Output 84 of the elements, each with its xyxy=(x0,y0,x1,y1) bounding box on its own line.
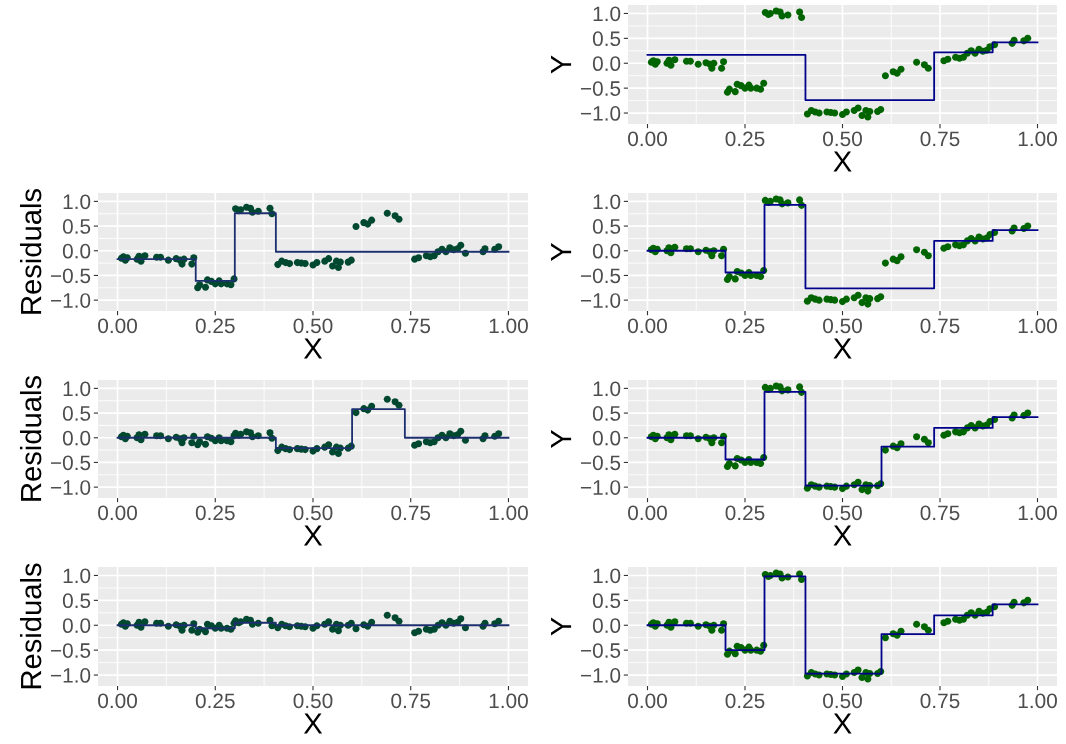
y-tick-label: 1.0 xyxy=(593,568,621,584)
y-tick-label: 1.0 xyxy=(593,6,621,22)
x-tick-label: 0.50 xyxy=(823,693,862,709)
x-tick-label: 0.50 xyxy=(293,505,333,521)
y-tick-label: 1.0 xyxy=(593,194,621,210)
y-tick-label: −1.0 xyxy=(580,480,621,495)
x-tick-label: 0.75 xyxy=(391,505,431,521)
x-tick-label: 0.00 xyxy=(98,693,138,709)
x-tick-label: 1.00 xyxy=(1018,693,1057,709)
y-axis-title: Residuals xyxy=(19,563,42,689)
x-tick-label: 0.00 xyxy=(98,505,138,521)
x-axis-title: X xyxy=(303,525,323,546)
x-tick-label: 0.75 xyxy=(920,131,960,147)
y-tick-label: −0.5 xyxy=(580,268,621,284)
x-tick-label: 0.50 xyxy=(823,505,862,521)
y-tick-label: −0.5 xyxy=(50,455,91,471)
x-tick-label: 1.00 xyxy=(489,318,528,334)
x-tick-label: 0.25 xyxy=(725,318,765,334)
y-tick-label: 0.0 xyxy=(62,430,91,446)
y-axis-title: Y xyxy=(551,429,572,449)
x-tick-label: 0.00 xyxy=(98,318,138,334)
y-tick-label: 0.5 xyxy=(592,219,621,234)
x-tick-label: 0.75 xyxy=(391,318,431,334)
x-tick-label: 0.75 xyxy=(920,693,960,709)
x-tick-label: 0.75 xyxy=(391,693,431,709)
x-axis-title: X xyxy=(833,713,852,734)
x-tick-label: 0.00 xyxy=(628,318,667,334)
y-tick-label: 0.0 xyxy=(592,430,621,446)
x-tick-label: 0.50 xyxy=(823,131,862,147)
y-tick-label: 0.5 xyxy=(592,406,621,421)
x-tick-label: 0.25 xyxy=(195,318,235,334)
y-axis-title: Y xyxy=(551,55,572,74)
x-axis-title: X xyxy=(833,151,852,172)
y-tick-label: 0.5 xyxy=(592,593,621,609)
x-tick-label: 1.00 xyxy=(1018,318,1057,334)
y-axis-title: Y xyxy=(551,242,572,262)
y-tick-label: 0.5 xyxy=(592,31,621,47)
y-tick-label: 1.0 xyxy=(63,194,91,210)
x-tick-label: 1.00 xyxy=(1018,131,1057,147)
y-tick-label: −1.0 xyxy=(580,293,621,308)
y-tick-label: −1.0 xyxy=(50,668,91,683)
x-tick-label: 0.75 xyxy=(920,318,960,334)
x-axis-title: X xyxy=(833,338,852,359)
x-axis-title: X xyxy=(833,525,852,546)
x-tick-label: 1.00 xyxy=(489,693,528,709)
x-tick-label: 0.50 xyxy=(823,318,862,334)
y-tick-label: 1.0 xyxy=(63,381,91,397)
y-axis-title: Y xyxy=(551,617,572,636)
x-tick-label: 0.25 xyxy=(195,505,235,521)
x-tick-label: 0.00 xyxy=(628,693,667,709)
y-tick-label: −1.0 xyxy=(50,293,91,308)
x-tick-label: 0.25 xyxy=(725,693,765,709)
y-tick-label: 1.0 xyxy=(63,568,91,584)
y-tick-label: 0.0 xyxy=(592,56,621,72)
x-tick-label: 0.25 xyxy=(725,505,765,521)
x-tick-label: 0.50 xyxy=(293,318,333,334)
y-tick-label: −1.0 xyxy=(580,106,621,121)
x-tick-label: 0.50 xyxy=(293,693,333,709)
x-tick-label: 1.00 xyxy=(1018,505,1057,521)
y-tick-label: 0.0 xyxy=(62,243,91,259)
y-axis-title: Residuals xyxy=(19,376,42,501)
y-tick-label: 0.5 xyxy=(62,219,91,234)
y-tick-label: 0.0 xyxy=(592,618,621,634)
y-tick-label: −1.0 xyxy=(50,480,91,495)
y-tick-label: −0.5 xyxy=(50,643,91,658)
x-tick-label: 0.25 xyxy=(195,693,235,709)
x-axis-title: X xyxy=(303,338,323,359)
y-tick-label: −0.5 xyxy=(580,455,621,471)
y-tick-label: 0.0 xyxy=(62,618,91,634)
y-tick-label: −0.5 xyxy=(50,268,91,284)
y-tick-label: −0.5 xyxy=(580,643,621,658)
x-tick-label: 1.00 xyxy=(489,505,528,521)
x-tick-label: 0.00 xyxy=(628,131,667,147)
y-axis-title: Residuals xyxy=(19,189,42,314)
x-tick-label: 0.00 xyxy=(628,505,667,521)
x-axis-title: X xyxy=(303,713,323,734)
y-tick-label: −0.5 xyxy=(580,81,621,96)
y-tick-label: 1.0 xyxy=(593,381,621,397)
y-tick-label: 0.5 xyxy=(62,593,91,609)
x-tick-label: 0.75 xyxy=(920,505,960,521)
y-tick-label: 0.5 xyxy=(62,406,91,421)
y-tick-label: 0.0 xyxy=(592,243,621,259)
x-tick-label: 0.25 xyxy=(725,131,765,147)
y-tick-label: −1.0 xyxy=(580,668,621,683)
